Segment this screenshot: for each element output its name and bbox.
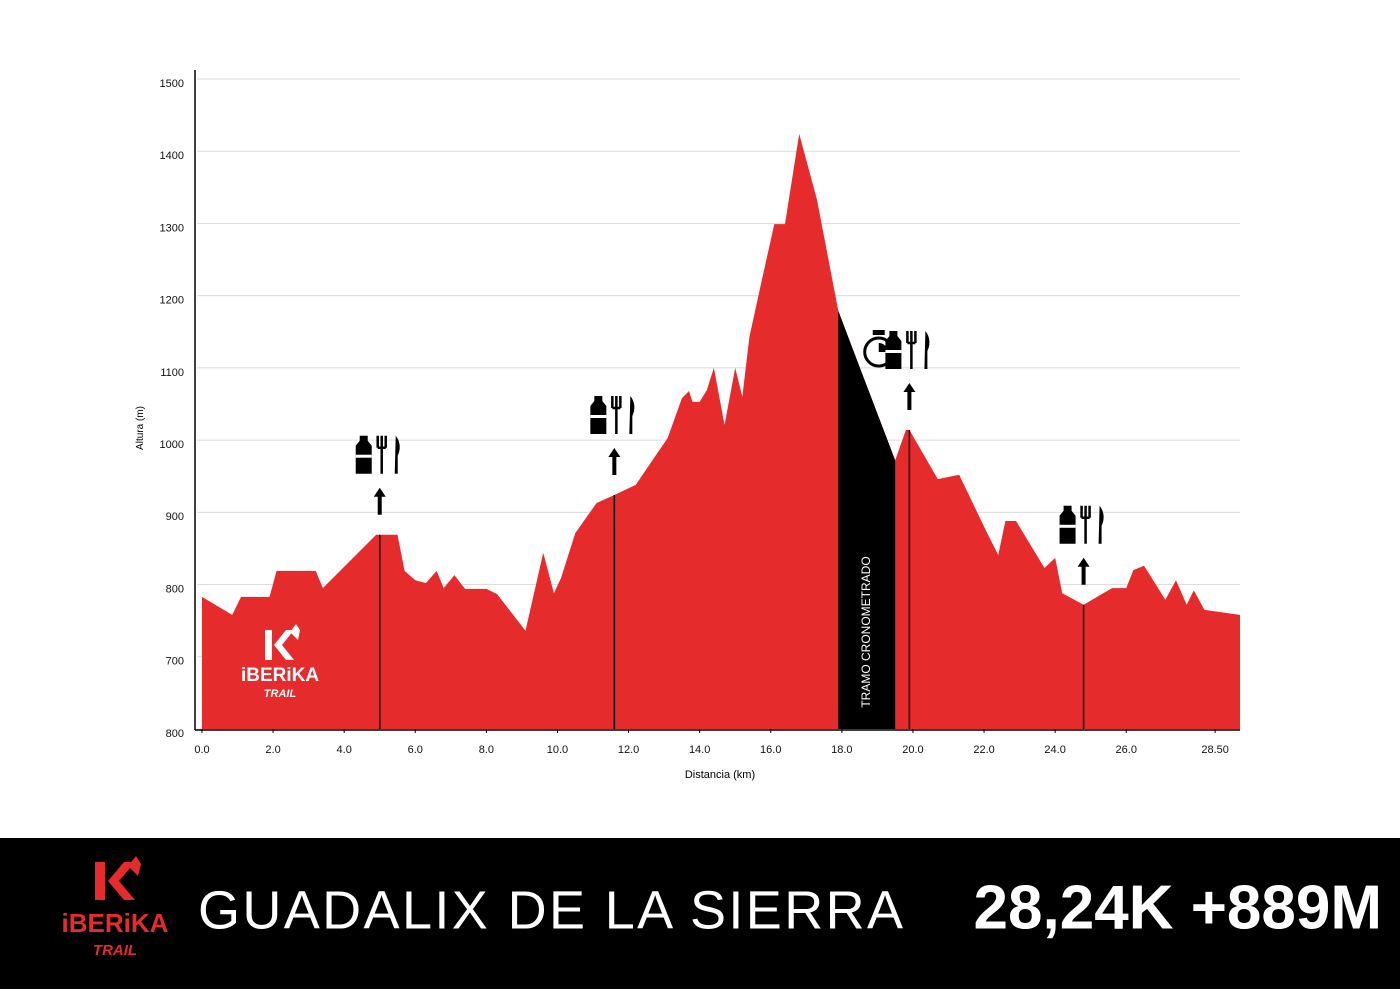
aid-station-icons [1059, 505, 1104, 585]
y-tick-label: 800 [166, 728, 184, 740]
bottle-stripe [590, 415, 607, 418]
fork-icon [376, 435, 387, 474]
bottle-stripe [885, 350, 902, 353]
footer-logo: iBERiKA TRAIL [62, 856, 169, 959]
x-tick-label: 20.0 [902, 744, 923, 756]
y-tick-label: 1300 [160, 222, 184, 234]
y-axis-label: Altura (m) [135, 406, 146, 450]
arrow [608, 448, 621, 475]
knife-icon [394, 435, 400, 474]
aid-station-icons [590, 396, 635, 475]
y-tick-label: 1500 [160, 78, 184, 90]
y-tick-label: 1000 [160, 439, 184, 451]
y-tick-label: 800 [166, 583, 184, 595]
x-tick-label: 22.0 [973, 744, 994, 756]
x-tick-label: 6.0 [408, 744, 423, 756]
y-tick-label: 1100 [160, 367, 184, 379]
timed-segment-label: TRAMO CRONOMETRADO [859, 556, 873, 707]
x-axis-label: Distancia (km) [685, 769, 755, 781]
x-tick-label: 18.0 [831, 744, 852, 756]
plot: 1500 1400 1300 1200 1100 1000 900 800 700 800 0.0 2… [160, 70, 1241, 756]
arrow [1077, 557, 1090, 585]
footer-logo-tagline: TRAIL [93, 942, 137, 959]
arrow [903, 383, 916, 410]
footer-band [0, 838, 1400, 989]
fork-icon [611, 396, 622, 434]
x-tick-label: 8.0 [479, 744, 494, 756]
fork-icon [1080, 505, 1091, 544]
chart-logo: iBERiKA TRAIL [241, 624, 319, 700]
logo-tagline: TRAIL [264, 688, 297, 700]
bottle-stripe [1059, 524, 1076, 528]
y-tick-label: 1400 [160, 150, 184, 162]
x-tick-label: 24.0 [1044, 744, 1065, 756]
x-tick-label: 0.0 [194, 744, 209, 756]
aid-station-icons [355, 435, 400, 515]
footer-title: GUADALIX DE LA SIERRA [198, 880, 903, 940]
y-tick-label: 900 [166, 511, 184, 523]
x-tick-label: 28.50 [1201, 744, 1229, 756]
x-tick-label: 26.0 [1116, 744, 1137, 756]
x-tick-label: 12.0 [618, 744, 639, 756]
y-tick-label: 1200 [160, 295, 184, 307]
elevation-area [201, 133, 1241, 729]
x-tick-label: 14.0 [689, 744, 710, 756]
knife-icon [924, 331, 930, 369]
y-tick-label: 700 [166, 656, 184, 668]
knife-icon [629, 396, 635, 434]
footer-logo-name: iBERiKA [62, 908, 169, 938]
x-tick-label: 16.0 [760, 744, 781, 756]
stopwatch-top [872, 330, 885, 335]
bottle-stripe [355, 454, 372, 458]
x-tick-label: 2.0 [265, 744, 280, 756]
fork-icon [906, 331, 917, 369]
arrow [373, 487, 386, 515]
logo-name: iBERiKA [241, 665, 319, 686]
knife-icon [1098, 505, 1104, 544]
aid-station-icons [885, 331, 930, 410]
footer-stats: 28,24K +889M [974, 873, 1382, 942]
x-tick-label: 10.0 [547, 744, 568, 756]
x-tick-label: 4.0 [337, 744, 352, 756]
timed-segment [838, 310, 896, 729]
